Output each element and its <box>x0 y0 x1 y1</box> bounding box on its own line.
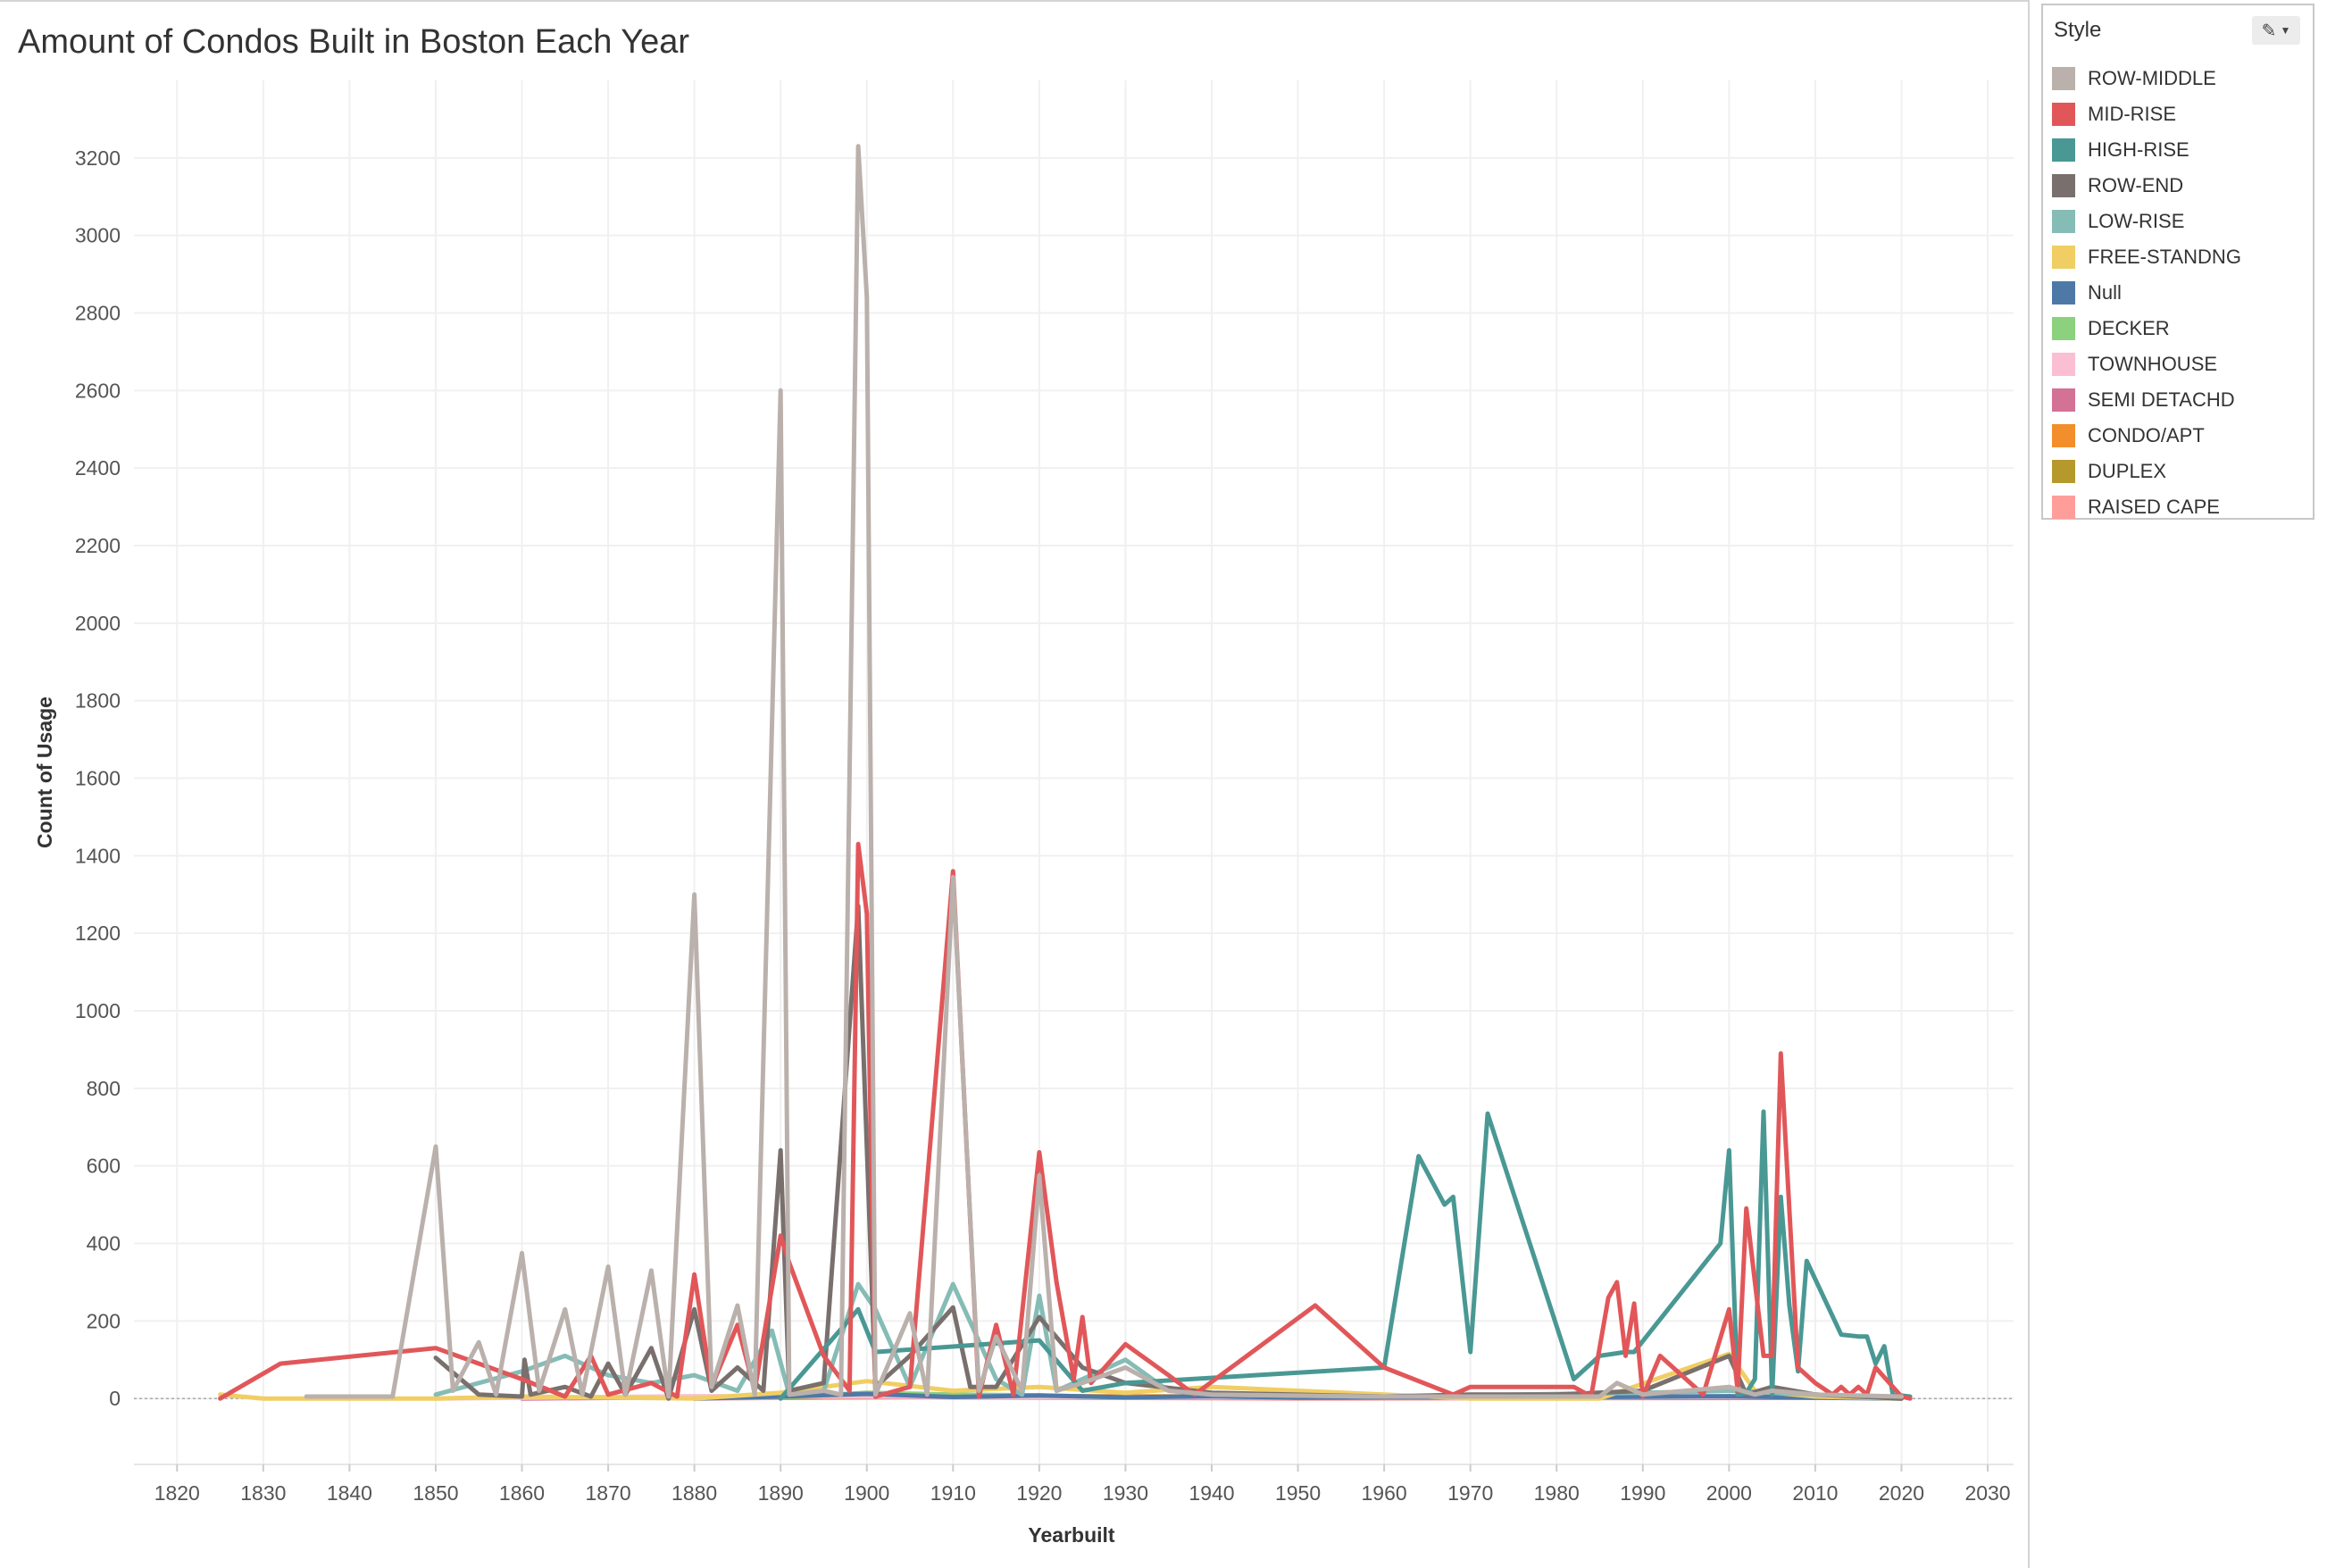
legend-item[interactable]: LOW-RISE <box>2052 204 2241 239</box>
legend-swatch <box>2052 496 2075 519</box>
x-tick-label: 1950 <box>1275 1481 1321 1505</box>
x-tick-label: 1900 <box>844 1481 889 1505</box>
legend-list: ROW-MIDDLE MID-RISE HIGH-RISE ROW-END LOW-RI… <box>2052 61 2241 525</box>
legend-label: ROW-END <box>2088 174 2184 196</box>
legend-swatch <box>2052 210 2075 233</box>
y-tick-label: 2600 <box>75 379 121 402</box>
y-tick-label: 2000 <box>75 612 121 635</box>
legend-item[interactable]: DECKER <box>2052 311 2241 346</box>
legend-swatch <box>2052 460 2075 483</box>
legend-item[interactable]: MID-RISE <box>2052 96 2241 132</box>
x-tick-label: 1910 <box>930 1481 976 1505</box>
legend-swatch <box>2052 174 2075 197</box>
legend-swatch <box>2052 353 2075 376</box>
y-tick-label: 200 <box>87 1309 121 1332</box>
legend-label: RAISED CAPE <box>2088 496 2220 518</box>
legend-label: Null <box>2088 281 2122 304</box>
x-tick-label: 2010 <box>1792 1481 1838 1505</box>
highlight-pen-icon: ✎ <box>2261 21 2277 41</box>
legend-item[interactable]: HIGH-RISE <box>2052 132 2241 168</box>
legend-item[interactable]: SEMI DETACHD <box>2052 382 2241 418</box>
y-tick-label: 1200 <box>75 922 121 945</box>
series-line-row-middle[interactable] <box>304 144 1904 1399</box>
legend-swatch <box>2052 388 2075 412</box>
legend-swatch <box>2052 424 2075 447</box>
x-tick-label: 1990 <box>1620 1481 1665 1505</box>
legend-swatch <box>2052 246 2075 269</box>
y-tick-label: 600 <box>87 1155 121 1178</box>
legend-item[interactable]: ROW-END <box>2052 168 2241 204</box>
x-tick-label: 1840 <box>327 1481 372 1505</box>
x-tick-label: 1890 <box>758 1481 804 1505</box>
legend-item[interactable]: CONDO/APT <box>2052 418 2241 454</box>
y-tick-label: 3000 <box>75 224 121 247</box>
legend-label: HIGH-RISE <box>2088 138 2189 161</box>
legend-label: FREE-STANDNG <box>2088 246 2241 268</box>
x-tick-label: 1970 <box>1447 1481 1493 1505</box>
legend-item[interactable]: FREE-STANDNG <box>2052 239 2241 275</box>
x-tick-label: 2020 <box>1879 1481 1924 1505</box>
legend-label: ROW-MIDDLE <box>2088 67 2216 89</box>
series-line-mid-rise[interactable] <box>218 841 1913 1401</box>
x-tick-label: 1830 <box>240 1481 286 1505</box>
legend-label: DECKER <box>2088 317 2170 339</box>
y-tick-label: 1000 <box>75 999 121 1022</box>
x-tick-label: 1940 <box>1189 1481 1234 1505</box>
legend-swatch <box>2052 317 2075 340</box>
legend-swatch <box>2052 103 2075 126</box>
x-tick-label: 2030 <box>1964 1481 2010 1505</box>
legend-swatch <box>2052 67 2075 90</box>
x-tick-label: 1870 <box>585 1481 630 1505</box>
y-tick-label: 3200 <box>75 146 121 170</box>
legend-label: LOW-RISE <box>2088 210 2185 232</box>
x-tick-label: 1820 <box>154 1481 200 1505</box>
legend-item[interactable]: Null <box>2052 275 2241 311</box>
legend-item[interactable]: DUPLEX <box>2052 454 2241 489</box>
x-axis-ticks: 1820 1830 1840 1850 1860 1870 1880 1890 1900 1910… <box>134 1464 2014 1505</box>
x-tick-label: 1930 <box>1103 1481 1148 1505</box>
y-tick-label: 0 <box>109 1387 121 1410</box>
legend-title: Style <box>2054 18 2102 42</box>
x-tick-label: 1920 <box>1016 1481 1062 1505</box>
y-tick-label: 2400 <box>75 456 121 480</box>
y-tick-label: 1600 <box>75 767 121 790</box>
x-axis-label: Yearbuilt <box>1028 1523 1114 1547</box>
legend-item[interactable]: ROW-MIDDLE <box>2052 61 2241 96</box>
legend-swatch <box>2052 281 2075 304</box>
y-tick-label: 400 <box>87 1232 121 1255</box>
legend-label: MID-RISE <box>2088 103 2176 125</box>
grid-lines <box>134 80 2014 1464</box>
legend: Style ✎ ▼ ROW-MIDDLE MID-RISE HIGH-RISE ROW… <box>2041 4 2314 520</box>
series-line-row-end[interactable] <box>433 904 1904 1401</box>
y-tick-label: 2200 <box>75 534 121 557</box>
dropdown-caret-icon: ▼ <box>2280 24 2291 37</box>
legend-label: SEMI DETACHD <box>2088 388 2235 411</box>
y-tick-label: 800 <box>87 1077 121 1100</box>
line-chart: 0 200 400 600 800 1000 1200 1400 1600 1800 2000 220… <box>33 80 2014 1547</box>
x-tick-label: 1880 <box>671 1481 717 1505</box>
chart-title: Amount of Condos Built in Boston Each Ye… <box>18 23 690 61</box>
legend-label: TOWNHOUSE <box>2088 353 2218 375</box>
x-tick-label: 1850 <box>413 1481 458 1505</box>
y-axis-label: Count of Usage <box>33 696 56 848</box>
series-lines <box>218 144 1913 1401</box>
legend-item[interactable]: TOWNHOUSE <box>2052 346 2241 382</box>
x-tick-label: 1960 <box>1362 1481 1407 1505</box>
x-tick-label: 1860 <box>499 1481 545 1505</box>
x-tick-label: 1980 <box>1534 1481 1580 1505</box>
legend-label: DUPLEX <box>2088 460 2167 482</box>
legend-label: CONDO/APT <box>2088 424 2205 446</box>
y-tick-label: 1400 <box>75 844 121 867</box>
series-line-high-rise[interactable] <box>778 1109 1913 1401</box>
legend-swatch <box>2052 138 2075 162</box>
chart-frame <box>0 0 2030 1568</box>
legend-menu-button[interactable]: ✎ ▼ <box>2252 16 2300 45</box>
y-tick-label: 2800 <box>75 302 121 325</box>
x-tick-label: 2000 <box>1706 1481 1752 1505</box>
y-axis-ticks: 0 200 400 600 800 1000 1200 1400 1600 1800 2000 220… <box>75 146 121 1410</box>
legend-item[interactable]: RAISED CAPE <box>2052 489 2241 525</box>
y-tick-label: 1800 <box>75 689 121 713</box>
